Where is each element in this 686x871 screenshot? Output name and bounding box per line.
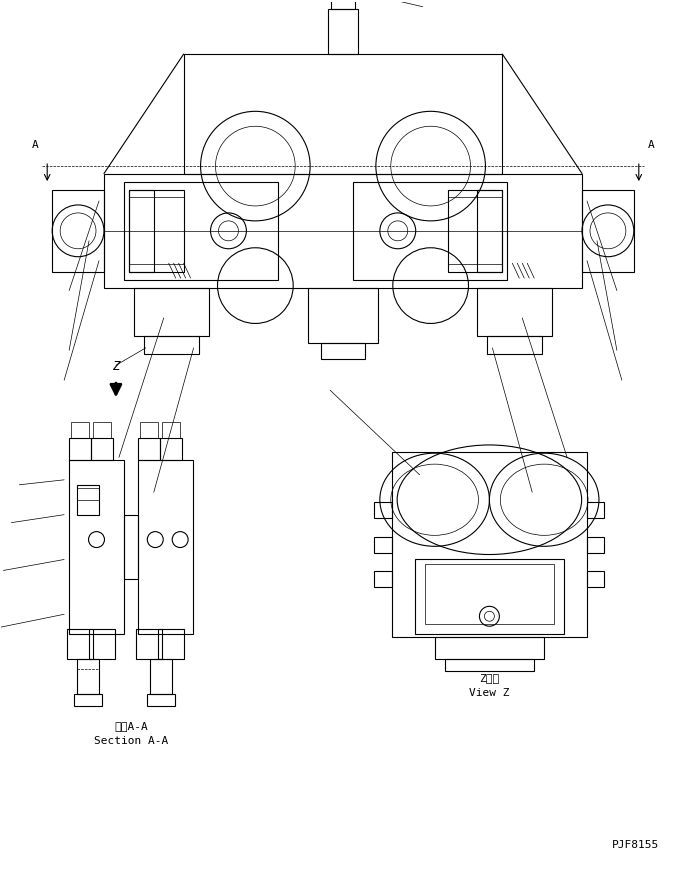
Bar: [129, 198, 184, 264]
Bar: [89, 629, 115, 659]
Bar: [392, 452, 587, 637]
Bar: [331, 0, 355, 10]
Bar: [138, 460, 193, 634]
Bar: [67, 629, 93, 659]
Bar: [129, 190, 184, 272]
Bar: [91, 438, 113, 460]
Bar: [134, 288, 209, 336]
Bar: [160, 438, 182, 460]
Text: Section A-A: Section A-A: [94, 736, 168, 746]
Bar: [587, 502, 604, 517]
Bar: [353, 181, 508, 280]
Bar: [77, 659, 99, 694]
Text: View Z: View Z: [469, 688, 510, 699]
Bar: [124, 181, 279, 280]
Text: Z　視: Z 視: [480, 673, 499, 684]
Bar: [328, 10, 358, 54]
Bar: [136, 629, 162, 659]
Bar: [144, 336, 198, 354]
Bar: [425, 564, 554, 625]
Bar: [52, 190, 104, 272]
Bar: [447, 190, 502, 272]
Bar: [375, 571, 392, 587]
Bar: [93, 422, 111, 438]
Bar: [71, 422, 89, 438]
Bar: [162, 422, 180, 438]
Bar: [77, 485, 99, 515]
Bar: [69, 460, 124, 634]
Bar: [124, 515, 138, 579]
Bar: [184, 54, 502, 173]
Text: A: A: [32, 140, 38, 150]
Bar: [150, 659, 172, 694]
Text: A: A: [648, 140, 654, 150]
Bar: [375, 537, 392, 552]
Bar: [445, 658, 534, 671]
Bar: [77, 488, 99, 500]
Bar: [138, 438, 160, 460]
Bar: [375, 502, 392, 517]
Bar: [129, 190, 154, 272]
Bar: [488, 336, 542, 354]
Bar: [435, 637, 544, 658]
Text: Z: Z: [113, 361, 119, 374]
Bar: [477, 288, 552, 336]
Bar: [587, 571, 604, 587]
Bar: [587, 537, 604, 552]
Bar: [140, 422, 158, 438]
Bar: [582, 190, 634, 272]
Bar: [74, 694, 102, 706]
Bar: [415, 559, 564, 634]
Bar: [308, 288, 378, 343]
Bar: [69, 438, 91, 460]
Bar: [477, 190, 502, 272]
Bar: [447, 198, 502, 264]
Text: PJF8155: PJF8155: [611, 841, 659, 850]
Bar: [321, 343, 365, 359]
Bar: [158, 629, 184, 659]
Bar: [104, 173, 582, 288]
Bar: [147, 694, 175, 706]
Text: 断面A-A: 断面A-A: [114, 721, 147, 731]
